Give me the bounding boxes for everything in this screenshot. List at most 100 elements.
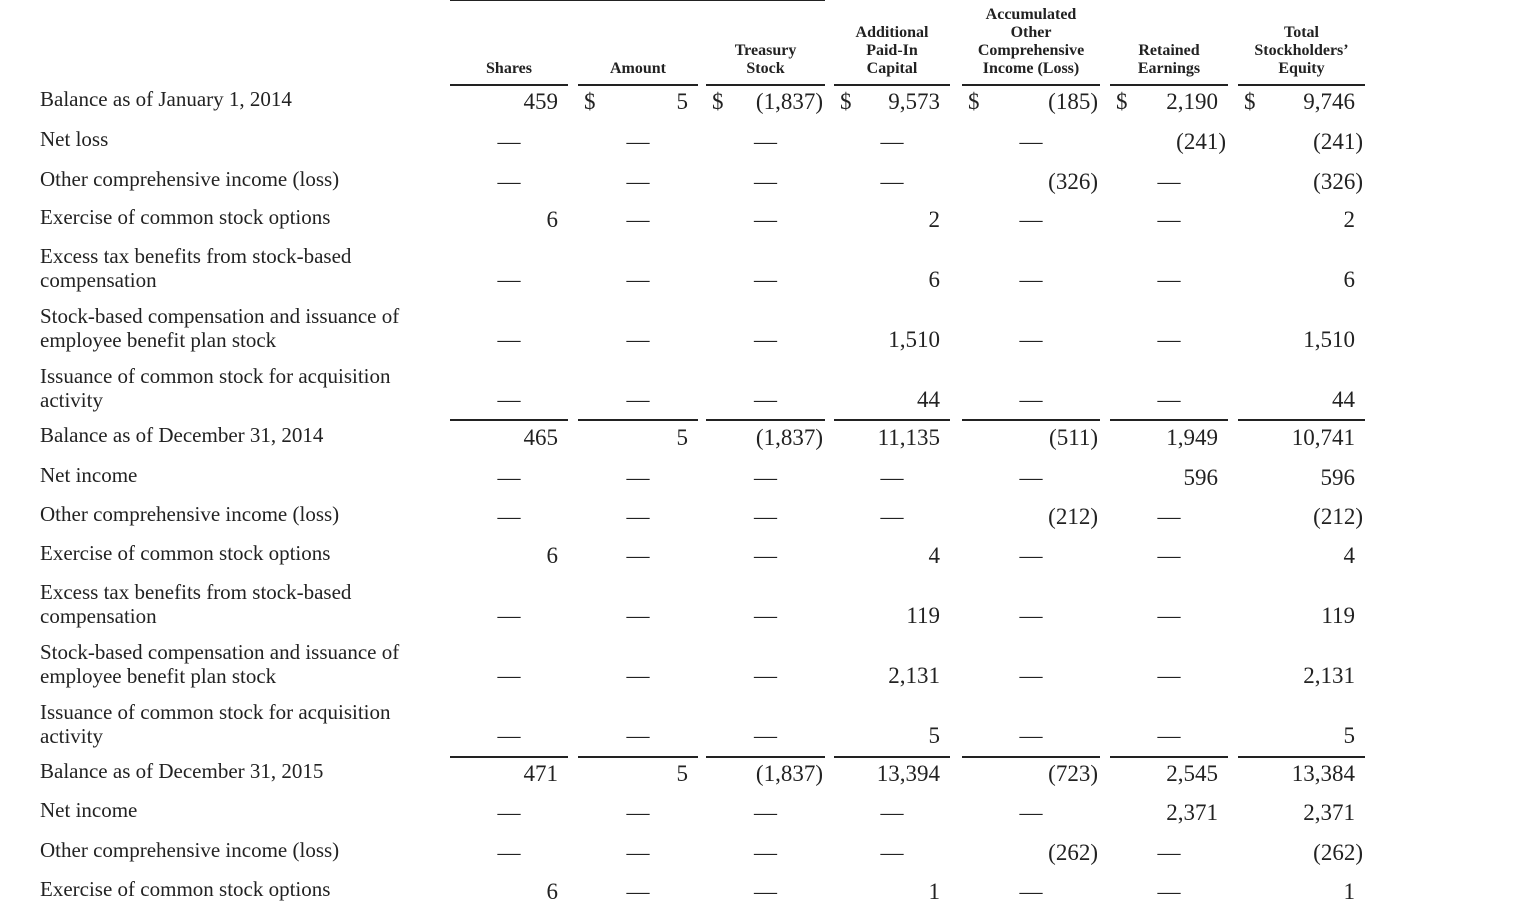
rule [450,756,568,758]
cell-value: — [1157,504,1181,529]
cell-value: — [1019,207,1043,232]
cell-value: 4 [1343,543,1356,568]
cell-value: — [1019,879,1043,904]
currency-symbol: $ [584,89,596,114]
cell-value: — [754,169,777,194]
cell-value: — [1157,723,1181,748]
row-label: Issuance of common stock for acquisition… [40,700,391,748]
cell-value: 465 [523,425,559,450]
column-header: Total Stockholders’ Equity [1254,24,1349,77]
cell-value: — [1019,603,1043,628]
rule [1238,84,1365,86]
row-label: Excess tax benefits from stock-based com… [40,580,352,628]
row-label: Issuance of common stock for acquisition… [40,364,391,412]
column-header: Treasury Stock [734,42,797,77]
cell-value: — [497,663,521,688]
column-header: Shares [486,60,532,77]
cell-value: — [1157,840,1181,865]
cell-value: — [497,840,521,865]
cell-value: 2,545 [1166,761,1218,786]
cell-value: — [626,663,650,688]
rule [834,84,950,86]
cell-value: (262) [1313,840,1363,865]
cell-value: — [626,723,650,748]
cell-value: — [1157,169,1181,194]
cell-value: 2,131 [1303,663,1355,688]
group-rule [450,0,825,1]
cell-value: — [754,879,777,904]
cell-value: 6 [1343,267,1356,292]
cell-value: 10,741 [1291,425,1355,450]
rule [1238,756,1365,758]
rule [1110,756,1228,758]
cell-value: (326) [1048,169,1098,194]
cell-value: 2,371 [1303,800,1355,825]
cell-value: — [754,603,777,628]
cell-value: — [497,800,521,825]
cell-value: 5 [928,723,941,748]
cell-value: 5 [676,425,689,450]
cell-value: — [754,327,777,352]
cell-value: 13,384 [1291,761,1355,786]
cell-value: — [497,603,521,628]
cell-value: 6 [928,267,941,292]
cell-value: 1 [928,879,941,904]
cell-value: — [626,129,650,154]
cell-value: — [1019,327,1043,352]
column-header: Additional Paid-In Capital [855,24,929,77]
rule [834,756,950,758]
cell-value: 596 [1183,465,1219,490]
cell-value: (212) [1048,504,1098,529]
cell-value: 2,190 [1166,89,1218,114]
currency-symbol: $ [1244,89,1256,114]
rule [578,84,698,86]
cell-value: (511) [1049,425,1098,450]
cell-value: — [626,603,650,628]
cell-value: 5 [676,761,689,786]
cell-value: — [1019,663,1043,688]
cell-value: — [880,169,904,194]
cell-value: 11,135 [877,425,940,450]
row-label: Balance as of December 31, 2014 [40,423,324,447]
rule [578,756,698,758]
cell-value: — [626,207,650,232]
row-label: Balance as of January 1, 2014 [40,87,292,111]
cell-value: — [754,723,777,748]
cell-value: 1,949 [1166,425,1218,450]
cell-value: — [754,267,777,292]
row-label: Excess tax benefits from stock-based com… [40,244,352,292]
currency-symbol: $ [712,89,724,114]
row-label: Exercise of common stock options [40,877,331,901]
cell-value: — [880,465,904,490]
cell-value: 9,746 [1303,89,1355,114]
cell-value: — [497,327,521,352]
row-label: Net income [40,463,138,487]
cell-value: — [626,267,650,292]
rule [1238,419,1365,421]
cell-value: — [1019,543,1043,568]
cell-value: — [880,840,904,865]
cell-value: — [1019,129,1043,154]
row-label: Exercise of common stock options [40,205,331,229]
cell-value: (1,837) [755,425,823,450]
cell-value: — [626,800,650,825]
cell-value: 2,371 [1166,800,1218,825]
row-label: Net income [40,798,138,822]
cell-value: 2 [928,207,941,232]
cell-value: 471 [523,761,559,786]
cell-value: — [1019,723,1043,748]
cell-value: — [1019,465,1043,490]
cell-value: — [880,800,904,825]
row-label: Balance as of December 31, 2015 [40,759,324,783]
cell-value: — [497,387,521,412]
cell-value: — [1157,603,1181,628]
cell-value: — [754,465,777,490]
cell-value: — [754,840,777,865]
cell-value: — [626,543,650,568]
rule [706,84,825,86]
cell-value: — [754,207,777,232]
cell-value: — [497,169,521,194]
cell-value: — [754,663,777,688]
cell-value: 1,510 [888,327,940,352]
cell-value: — [880,504,904,529]
